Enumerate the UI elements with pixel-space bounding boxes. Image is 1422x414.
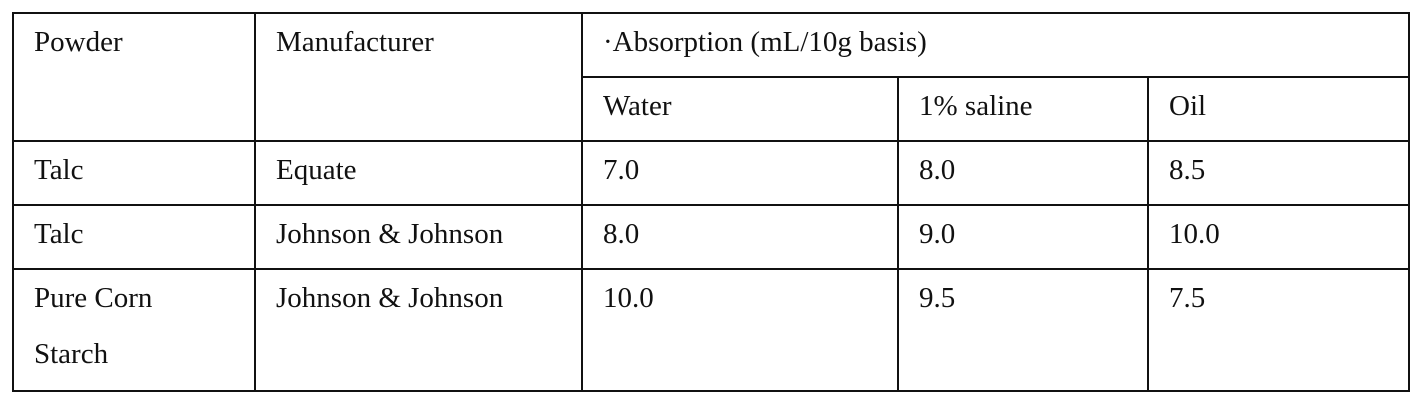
cell-manufacturer: Johnson & Johnson [255,269,582,391]
cell-manufacturer: Equate [255,141,582,205]
cell-powder: Talc [13,141,255,205]
absorption-table: Powder Manufacturer ·Absorption (mL/10g … [12,12,1410,392]
cell-saline: 9.0 [898,205,1148,269]
header-oil: Oil [1148,77,1409,141]
header-saline: 1% saline [898,77,1148,141]
cell-powder: Pure Corn Starch [13,269,255,391]
cell-manufacturer: Johnson & Johnson [255,205,582,269]
header-absorption: ·Absorption (mL/10g basis) [582,13,1409,77]
table-row: Talc Johnson & Johnson 8.0 9.0 10.0 [13,205,1409,269]
cell-oil: 8.5 [1148,141,1409,205]
cell-water: 10.0 [582,269,898,391]
cell-oil: 10.0 [1148,205,1409,269]
table-row: Pure Corn Starch Johnson & Johnson 10.0 … [13,269,1409,391]
table-row: Talc Equate 7.0 8.0 8.5 [13,141,1409,205]
data-table-container: Powder Manufacturer ·Absorption (mL/10g … [12,12,1410,392]
cell-saline: 8.0 [898,141,1148,205]
cell-water: 7.0 [582,141,898,205]
cell-powder: Talc [13,205,255,269]
cell-water: 8.0 [582,205,898,269]
cell-saline: 9.5 [898,269,1148,391]
header-powder: Powder [13,13,255,141]
header-water: Water [582,77,898,141]
cell-oil: 7.5 [1148,269,1409,391]
header-row-1: Powder Manufacturer ·Absorption (mL/10g … [13,13,1409,77]
header-manufacturer: Manufacturer [255,13,582,141]
